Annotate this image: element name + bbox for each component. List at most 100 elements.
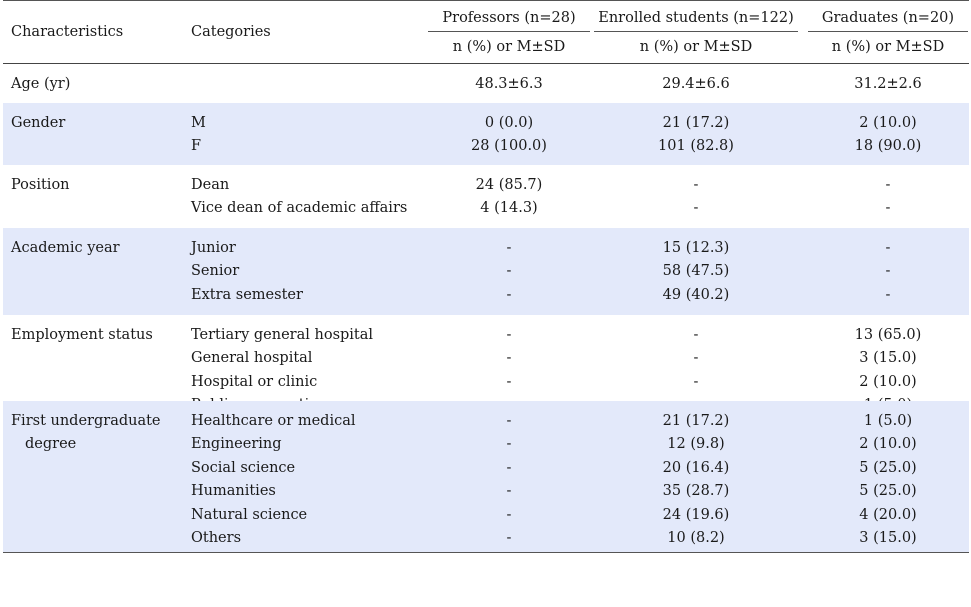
cell-line: - xyxy=(693,200,699,217)
cell-line: 2 (10.0) xyxy=(859,436,917,453)
characteristic-cell: Position xyxy=(11,174,70,197)
cell-line: degree xyxy=(25,436,77,453)
table-row: Employment status Tertiary general hospit… xyxy=(3,315,969,437)
cell-line: 18 (90.0) xyxy=(854,138,922,155)
header-enrolled-students-stat: n (%) or M±SD xyxy=(639,39,753,55)
cell-line: - xyxy=(506,240,512,256)
students-cell: 21 (17.2) 12 (9.8) 20 (16.4) 35 (28.7) 24 (1… xyxy=(594,410,798,550)
cell-line: 24 (85.7) xyxy=(475,177,543,193)
header-professors-rule xyxy=(428,31,590,32)
cell-line: Vice dean of academic affairs xyxy=(191,200,408,217)
characteristic-cell: First undergraduate degree xyxy=(11,410,161,457)
cell-line: Hospital or clinic xyxy=(191,373,318,390)
cell-line: 1 (5.0) xyxy=(863,413,913,429)
cell-line: 35 (28.7) xyxy=(662,483,730,500)
characteristics-table: Characteristics Categories Professors (n… xyxy=(3,0,969,553)
cell-line: 5 (25.0) xyxy=(859,483,917,500)
graduates-cell: 31.2±2.6 xyxy=(808,73,968,96)
table-row: First undergraduate degree Healthcare or m… xyxy=(3,401,969,552)
cell-line: Engineering xyxy=(191,436,282,453)
header-professors: Professors (n=28) xyxy=(442,10,576,26)
cell-line: 10 (8.2) xyxy=(667,529,725,546)
professors-cell: 0 (0.0) 28 (100.0) xyxy=(428,112,590,159)
students-cell: 21 (17.2) 101 (82.8) xyxy=(594,112,798,159)
cell-line: - xyxy=(506,483,512,500)
students-cell: 15 (12.3) 58 (47.5) 49 (40.2) xyxy=(594,237,798,307)
cell-line: First undergraduate xyxy=(11,413,161,429)
cell-line: - xyxy=(885,177,891,193)
cell-line: Junior xyxy=(191,240,236,256)
cell-line: Employment status xyxy=(11,327,153,343)
category-cell: Healthcare or medical Engineering Social s… xyxy=(191,410,355,550)
graduates-cell: - - - xyxy=(808,237,968,307)
cell-line: Dean xyxy=(191,177,230,193)
cell-line: - xyxy=(885,286,891,303)
header-professors-stat: n (%) or M±SD xyxy=(452,39,566,55)
cell-line: - xyxy=(506,436,512,453)
cell-line: 2 (10.0) xyxy=(859,373,917,390)
cell-line: 58 (47.5) xyxy=(662,263,730,280)
cell-line: Gender xyxy=(11,115,66,131)
cell-line: 15 (12.3) xyxy=(662,240,730,256)
table-row: Position Dean Vice dean of academic affair… xyxy=(3,165,969,228)
characteristic-cell: Academic year xyxy=(11,237,120,260)
cell-line: - xyxy=(693,327,699,343)
professors-cell: - - - xyxy=(428,237,590,307)
cell-line: 24 (19.6) xyxy=(662,506,730,523)
cell-line: 2 (10.0) xyxy=(859,115,917,131)
category-cell: Dean Vice dean of academic affairs xyxy=(191,174,407,221)
professors-cell: 24 (85.7) 4 (14.3) xyxy=(428,174,590,221)
header-graduates-rule xyxy=(808,31,968,32)
cell-line: 4 (20.0) xyxy=(859,506,917,523)
students-cell: -- xyxy=(594,174,798,221)
graduates-cell: -- xyxy=(808,174,968,221)
header-categories: Categories xyxy=(191,24,271,40)
cell-line: 29.4±6.6 xyxy=(662,76,730,92)
cell-line: Age (yr) xyxy=(11,76,71,92)
cell-line: 101 (82.8) xyxy=(658,138,734,155)
students-cell: 29.4±6.6 xyxy=(594,73,798,96)
table-body: Age (yr) 48.3±6.3 29.4±6.6 31.2±2.6 Gender M F… xyxy=(3,64,969,552)
graduates-cell: 2 (10.0) 18 (90.0) xyxy=(808,112,968,159)
cell-line: 0 (0.0) xyxy=(484,115,534,131)
cell-line: Position xyxy=(11,177,70,193)
cell-line: 4 (14.3) xyxy=(480,200,538,217)
cell-line: Senior xyxy=(191,263,240,280)
cell-line: 28 (100.0) xyxy=(471,138,547,155)
cell-line: - xyxy=(506,506,512,523)
cell-line: - xyxy=(506,350,512,367)
cell-line: Humanities xyxy=(191,483,276,500)
cell-line: Natural science xyxy=(191,506,308,523)
cell-line: - xyxy=(693,350,699,367)
cell-line: - xyxy=(506,373,512,390)
cell-line: 3 (15.0) xyxy=(859,350,917,367)
cell-line: 13 (65.0) xyxy=(854,327,922,343)
cell-line: 21 (17.2) xyxy=(662,115,730,131)
cell-line: 31.2±2.6 xyxy=(854,76,922,92)
cell-line: Social science xyxy=(191,459,296,476)
cell-line: 5 (25.0) xyxy=(859,459,917,476)
header-characteristics: Characteristics xyxy=(11,24,124,40)
cell-line: 20 (16.4) xyxy=(662,459,730,476)
cell-line: - xyxy=(885,240,891,256)
header-enrolled-students: Enrolled students (n=122) xyxy=(598,10,794,26)
characteristic-cell: Gender xyxy=(11,112,65,135)
table-row: Age (yr) 48.3±6.3 29.4±6.6 31.2±2.6 xyxy=(3,64,969,103)
cell-line: General hospital xyxy=(191,350,313,367)
table-row: Gender M F 0 (0.0) 28 (100.0) 21 (17.2) 101 (8… xyxy=(3,103,969,165)
header-graduates-stat: n (%) or M±SD xyxy=(831,39,945,55)
cell-line: F xyxy=(191,138,202,155)
cell-line: - xyxy=(885,263,891,280)
cell-line: - xyxy=(506,327,512,343)
cell-line: M xyxy=(191,115,206,131)
cell-line: 21 (17.2) xyxy=(662,413,730,429)
characteristic-cell: Employment status xyxy=(11,324,153,347)
cell-line: - xyxy=(506,286,512,303)
cell-line: Tertiary general hospital xyxy=(191,327,374,343)
cell-line: Academic year xyxy=(11,240,120,256)
table-row: Academic year Junior Senior Extra semester -… xyxy=(3,228,969,315)
cell-line: Extra semester xyxy=(191,286,303,303)
cell-line: 49 (40.2) xyxy=(662,286,730,303)
header-graduates: Graduates (n=20) xyxy=(821,10,955,26)
professors-cell: - - - - - - xyxy=(428,410,590,550)
